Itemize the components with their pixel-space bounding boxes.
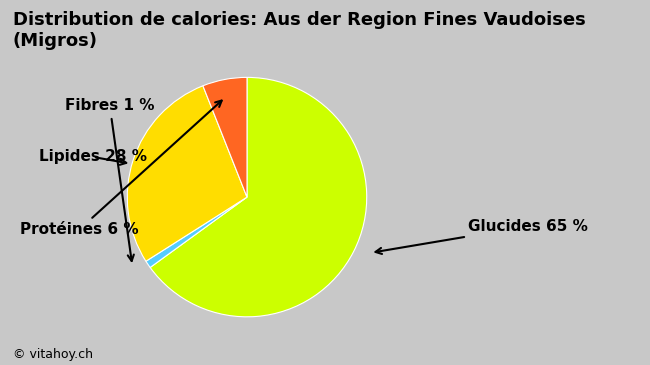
Text: © vitahoy.ch: © vitahoy.ch: [13, 348, 93, 361]
Wedge shape: [146, 197, 247, 268]
Text: Protéines 6 %: Protéines 6 %: [20, 101, 222, 238]
Text: Fibres 1 %: Fibres 1 %: [65, 98, 155, 261]
Text: Glucides 65 %: Glucides 65 %: [376, 219, 588, 254]
Wedge shape: [203, 77, 247, 197]
Text: Distribution de calories: Aus der Region Fines Vaudoises
(Migros): Distribution de calories: Aus der Region…: [13, 11, 586, 50]
Wedge shape: [150, 77, 367, 317]
Text: Lipides 28 %: Lipides 28 %: [39, 149, 147, 165]
Wedge shape: [127, 86, 247, 261]
